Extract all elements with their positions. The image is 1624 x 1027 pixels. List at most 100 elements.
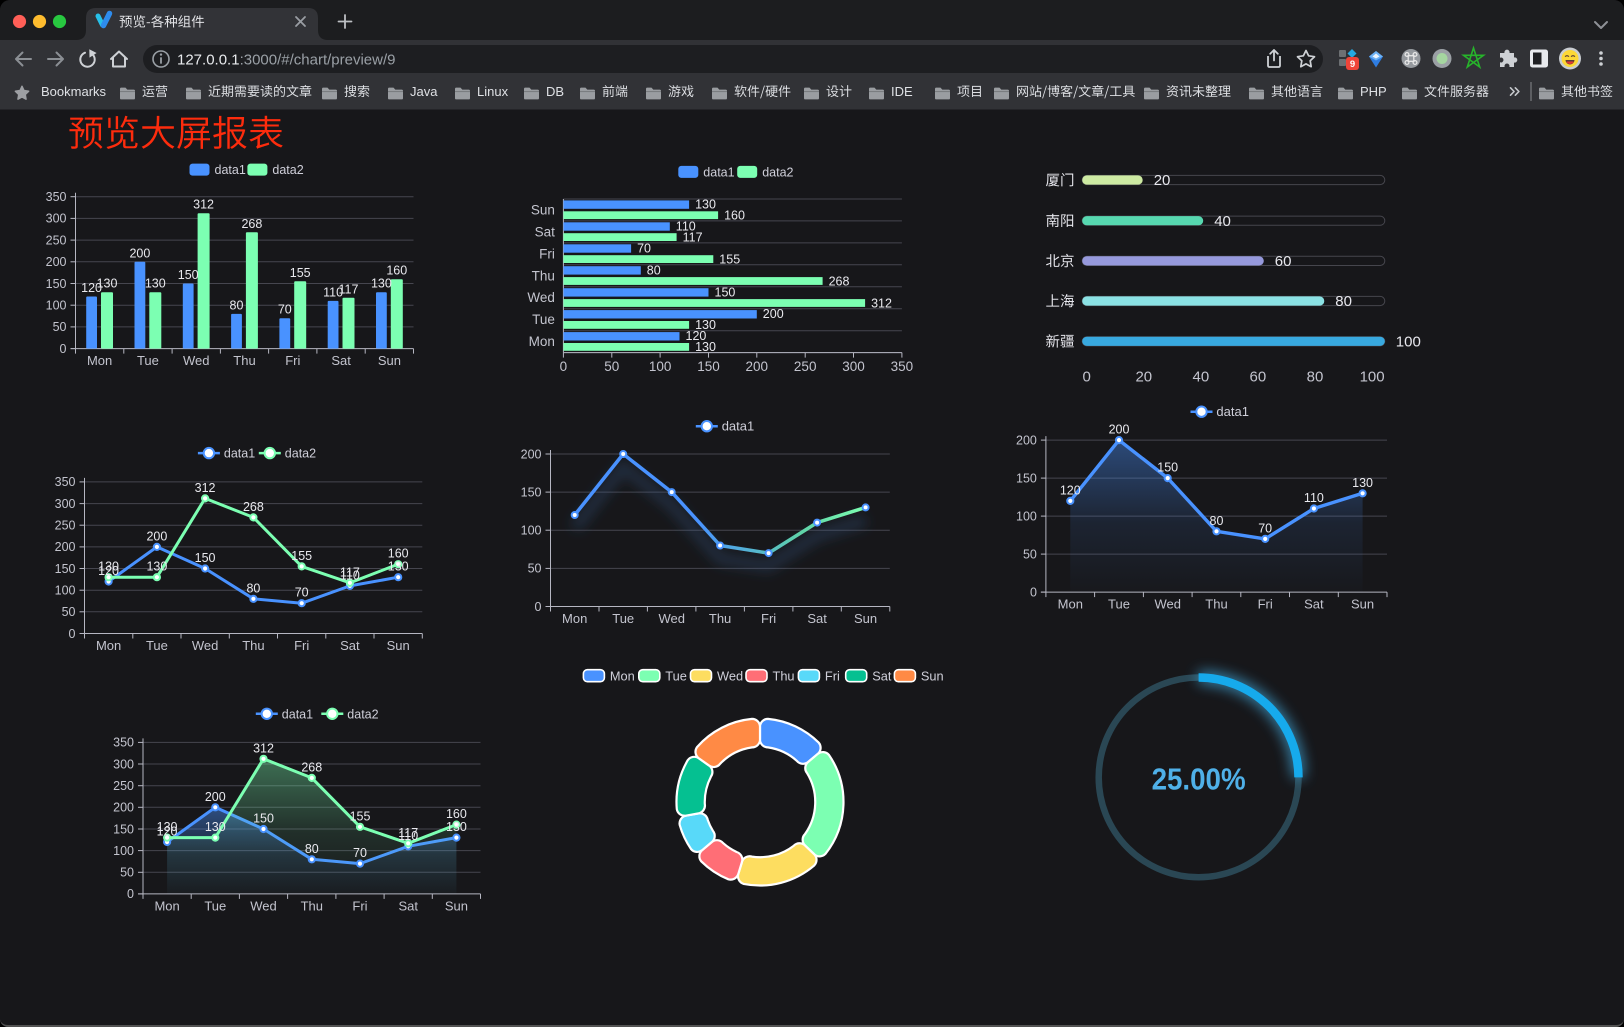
svg-text:100: 100: [55, 584, 76, 598]
svg-text:Wed: Wed: [250, 898, 277, 913]
svg-text:0: 0: [60, 342, 67, 356]
svg-text:Wed: Wed: [717, 668, 743, 683]
svg-text:130: 130: [388, 560, 409, 574]
svg-text:150: 150: [195, 551, 216, 565]
svg-text:130: 130: [146, 560, 167, 574]
svg-text:Fri: Fri: [352, 898, 367, 913]
svg-text:Tue: Tue: [612, 611, 634, 626]
svg-text:data2: data2: [762, 165, 793, 179]
svg-text:80: 80: [1210, 514, 1224, 528]
svg-text:200: 200: [205, 790, 226, 804]
svg-text:250: 250: [794, 359, 817, 374]
svg-text:300: 300: [113, 757, 134, 771]
svg-text:160: 160: [388, 547, 409, 561]
svg-text:130: 130: [695, 318, 716, 332]
svg-text:0: 0: [1083, 369, 1091, 386]
svg-text:Fri: Fri: [825, 668, 840, 683]
svg-text:120: 120: [98, 564, 119, 578]
svg-text:130: 130: [97, 277, 118, 291]
svg-text:data1: data1: [224, 447, 255, 461]
svg-text:155: 155: [290, 266, 311, 280]
svg-text:Tue: Tue: [532, 312, 555, 327]
svg-text:200: 200: [146, 529, 167, 543]
svg-text:160: 160: [386, 264, 407, 278]
svg-text:150: 150: [715, 285, 736, 299]
svg-text:Sun: Sun: [378, 353, 401, 368]
svg-text:70: 70: [278, 303, 292, 317]
svg-text:100: 100: [113, 844, 134, 858]
svg-text:268: 268: [301, 760, 322, 774]
svg-text:60: 60: [1250, 369, 1267, 386]
svg-text:70: 70: [637, 241, 651, 255]
svg-text:Sun: Sun: [531, 203, 555, 218]
svg-text:127.0.0.1:3000/#/chart/preview: 127.0.0.1:3000/#/chart/preview/9: [177, 52, 396, 69]
svg-text:110: 110: [676, 219, 696, 233]
svg-text:Wed: Wed: [1154, 597, 1181, 612]
svg-text:60: 60: [1275, 253, 1292, 270]
svg-text:Fri: Fri: [761, 611, 776, 626]
svg-text:Sun: Sun: [1351, 597, 1374, 612]
svg-text:155: 155: [719, 252, 740, 266]
svg-text:160: 160: [446, 807, 467, 821]
svg-text:Sat: Sat: [535, 224, 556, 239]
svg-text:100: 100: [46, 299, 67, 313]
svg-text:Sat: Sat: [872, 668, 892, 683]
svg-text:130: 130: [1352, 476, 1373, 490]
svg-text:350: 350: [113, 736, 134, 750]
svg-text:120: 120: [81, 281, 102, 295]
svg-text:350: 350: [55, 475, 76, 489]
svg-text:Sat: Sat: [398, 898, 418, 913]
svg-text:200: 200: [46, 255, 67, 269]
svg-text:130: 130: [157, 820, 178, 834]
svg-text:80: 80: [305, 842, 319, 856]
svg-text:130: 130: [446, 820, 467, 834]
svg-text:Fri: Fri: [539, 246, 555, 261]
svg-text:150: 150: [55, 562, 76, 576]
svg-text:70: 70: [295, 586, 309, 600]
svg-text:Mon: Mon: [529, 334, 555, 349]
svg-text:Thu: Thu: [242, 638, 264, 653]
svg-text:Thu: Thu: [1205, 597, 1227, 612]
svg-text:Tue: Tue: [665, 668, 687, 683]
svg-text:268: 268: [241, 217, 262, 231]
svg-text:250: 250: [55, 519, 76, 533]
svg-text:Tue: Tue: [146, 638, 168, 653]
svg-text:100: 100: [521, 524, 542, 538]
svg-text:117: 117: [340, 565, 360, 579]
svg-text:Thu: Thu: [709, 611, 731, 626]
svg-text:117: 117: [339, 282, 359, 296]
svg-text:200: 200: [763, 307, 784, 321]
svg-text:110: 110: [323, 285, 343, 299]
svg-text:Mon: Mon: [1058, 597, 1083, 612]
svg-text:350: 350: [46, 190, 67, 204]
svg-text:Wed: Wed: [527, 290, 555, 305]
svg-text:312: 312: [253, 741, 274, 755]
svg-text:50: 50: [120, 866, 134, 880]
svg-text:80: 80: [246, 581, 260, 595]
svg-text:70: 70: [353, 846, 367, 860]
svg-text:130: 130: [98, 560, 119, 574]
svg-text:80: 80: [1335, 293, 1352, 310]
svg-text:160: 160: [724, 209, 745, 223]
svg-text:Sun: Sun: [445, 898, 468, 913]
svg-text:Thu: Thu: [233, 353, 255, 368]
svg-text:data1: data1: [703, 165, 734, 179]
svg-text:Sat: Sat: [331, 353, 351, 368]
svg-text:150: 150: [113, 822, 134, 836]
svg-text:Mon: Mon: [562, 611, 587, 626]
svg-text:data2: data2: [272, 163, 303, 177]
svg-text:DB: DB: [546, 84, 564, 99]
svg-text:data1: data1: [1216, 404, 1249, 419]
svg-text:150: 150: [1157, 461, 1178, 475]
svg-text:117: 117: [683, 230, 703, 244]
svg-text:130: 130: [205, 820, 226, 834]
svg-text:300: 300: [46, 212, 67, 226]
svg-text:Mon: Mon: [87, 353, 112, 368]
svg-text:155: 155: [350, 809, 371, 823]
svg-text:Sun: Sun: [387, 638, 410, 653]
svg-text:150: 150: [1016, 471, 1037, 485]
svg-text:Bookmarks: Bookmarks: [41, 84, 107, 99]
svg-text:Tue: Tue: [137, 353, 159, 368]
svg-text:100: 100: [1360, 369, 1385, 386]
svg-text:Sat: Sat: [1304, 597, 1324, 612]
